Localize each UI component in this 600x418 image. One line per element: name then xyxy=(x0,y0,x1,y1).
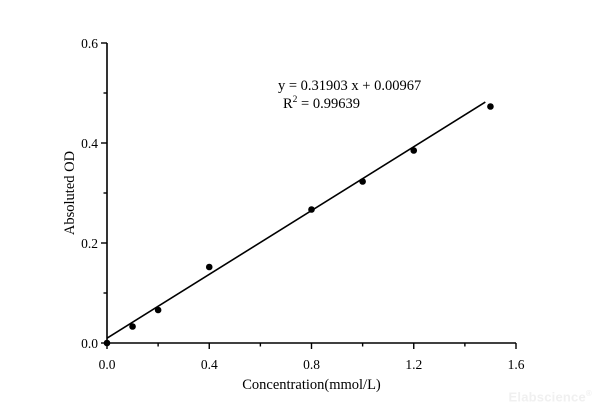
r-squared-text: R2 = 0.99639 xyxy=(283,95,360,112)
y-axis-title: Absoluted OD xyxy=(62,151,78,235)
x-tick-label: 0.8 xyxy=(303,357,320,372)
data-point xyxy=(103,339,111,347)
y-tick-label: 0.2 xyxy=(81,236,98,251)
watermark: Elabscience® xyxy=(508,389,592,405)
watermark-text: Elabscience xyxy=(508,389,586,405)
regression-line xyxy=(106,101,486,339)
data-point xyxy=(129,323,136,330)
data-point xyxy=(359,178,366,185)
y-tick-label: 0.4 xyxy=(81,136,98,151)
data-point xyxy=(205,263,213,271)
data-point xyxy=(308,206,315,213)
y-tick-label: 0.0 xyxy=(81,336,98,351)
x-tick-label: 0.4 xyxy=(201,357,218,372)
x-axis-title: Concentration(mmol/L) xyxy=(242,377,381,393)
data-point xyxy=(487,103,494,110)
y-tick-label: 0.6 xyxy=(81,36,98,51)
data-point xyxy=(154,306,162,314)
data-point xyxy=(410,147,418,154)
registered-trademark-symbol: ® xyxy=(585,389,592,398)
x-tick-label: 1.6 xyxy=(508,357,525,372)
x-tick-label: 1.2 xyxy=(405,357,422,372)
x-tick-label: 0.0 xyxy=(99,357,116,372)
equation-text: y = 0.31903 x + 0.00967 xyxy=(278,78,421,94)
